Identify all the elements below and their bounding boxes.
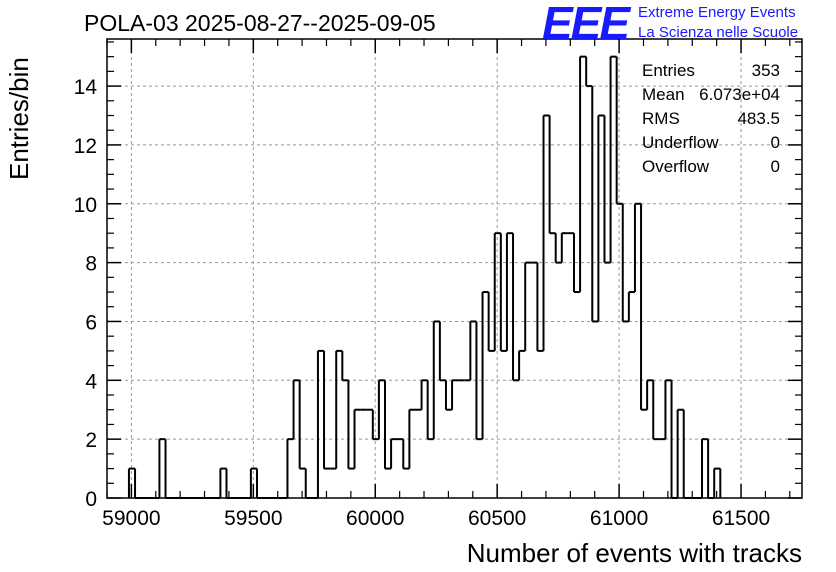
histogram-series [127,55,722,499]
x-axis-label: Number of events with tracks [466,538,802,568]
x-tick-label: 60000 [346,507,404,530]
x-tick-label: 61500 [712,507,770,530]
x-tick-label: 61000 [590,507,648,530]
stats-row-rms: RMS 483.5 [640,107,780,131]
stats-value: 0 [770,133,780,152]
y-tick-label: 4 [85,370,97,393]
stats-value: 353 [751,61,780,80]
logo-line-1: Extreme Energy Events [638,4,796,21]
stats-label: Overflow [642,157,710,176]
stats-row-mean: Mean 6.073e+04 [640,83,780,107]
stats-box: Entries 353 Mean 6.073e+04 RMS 483.5 Underf… [640,59,780,179]
stats-value: 0 [770,157,780,176]
grid-lines [107,39,802,498]
logo-line-2: La Scienza nelle Scuole [638,24,799,41]
y-tick-label: 14 [74,76,98,99]
stats-value: 483.5 [737,109,780,128]
axis-tick-labels: 59000 59500 60000 60500 61000 61500 0 2 4 6 8 10 12 1… [74,76,771,530]
stats-label: Mean [642,85,685,104]
x-tick-label: 59000 [102,507,160,530]
y-tick-label: 8 [85,253,97,276]
stats-label: RMS [642,109,680,128]
plot-frame [106,38,803,499]
y-tick-label: 12 [74,135,97,158]
stats-label: Underflow [642,133,719,152]
stats-row-overflow: Overflow 0 [640,155,780,179]
axis-ticks [106,39,802,499]
y-tick-label: 10 [74,194,97,217]
y-tick-label: 6 [85,311,97,334]
chart-title: POLA-03 2025-08-27--2025-09-05 [84,10,436,36]
x-tick-label: 60500 [468,507,526,530]
stats-row-underflow: Underflow 0 [640,131,780,155]
stats-label: Entries [642,61,695,80]
logo-caption: Extreme Energy Events La Scienza nelle S… [638,3,798,43]
stats-row-entries: Entries 353 [640,59,780,83]
eee-logo: EEE [542,0,630,49]
stats-value: 6.073e+04 [699,85,780,104]
y-axis-label: Entries/bin [4,57,34,180]
x-tick-label: 59500 [224,507,282,530]
y-tick-label: 2 [85,429,97,452]
y-tick-label: 0 [85,488,97,511]
